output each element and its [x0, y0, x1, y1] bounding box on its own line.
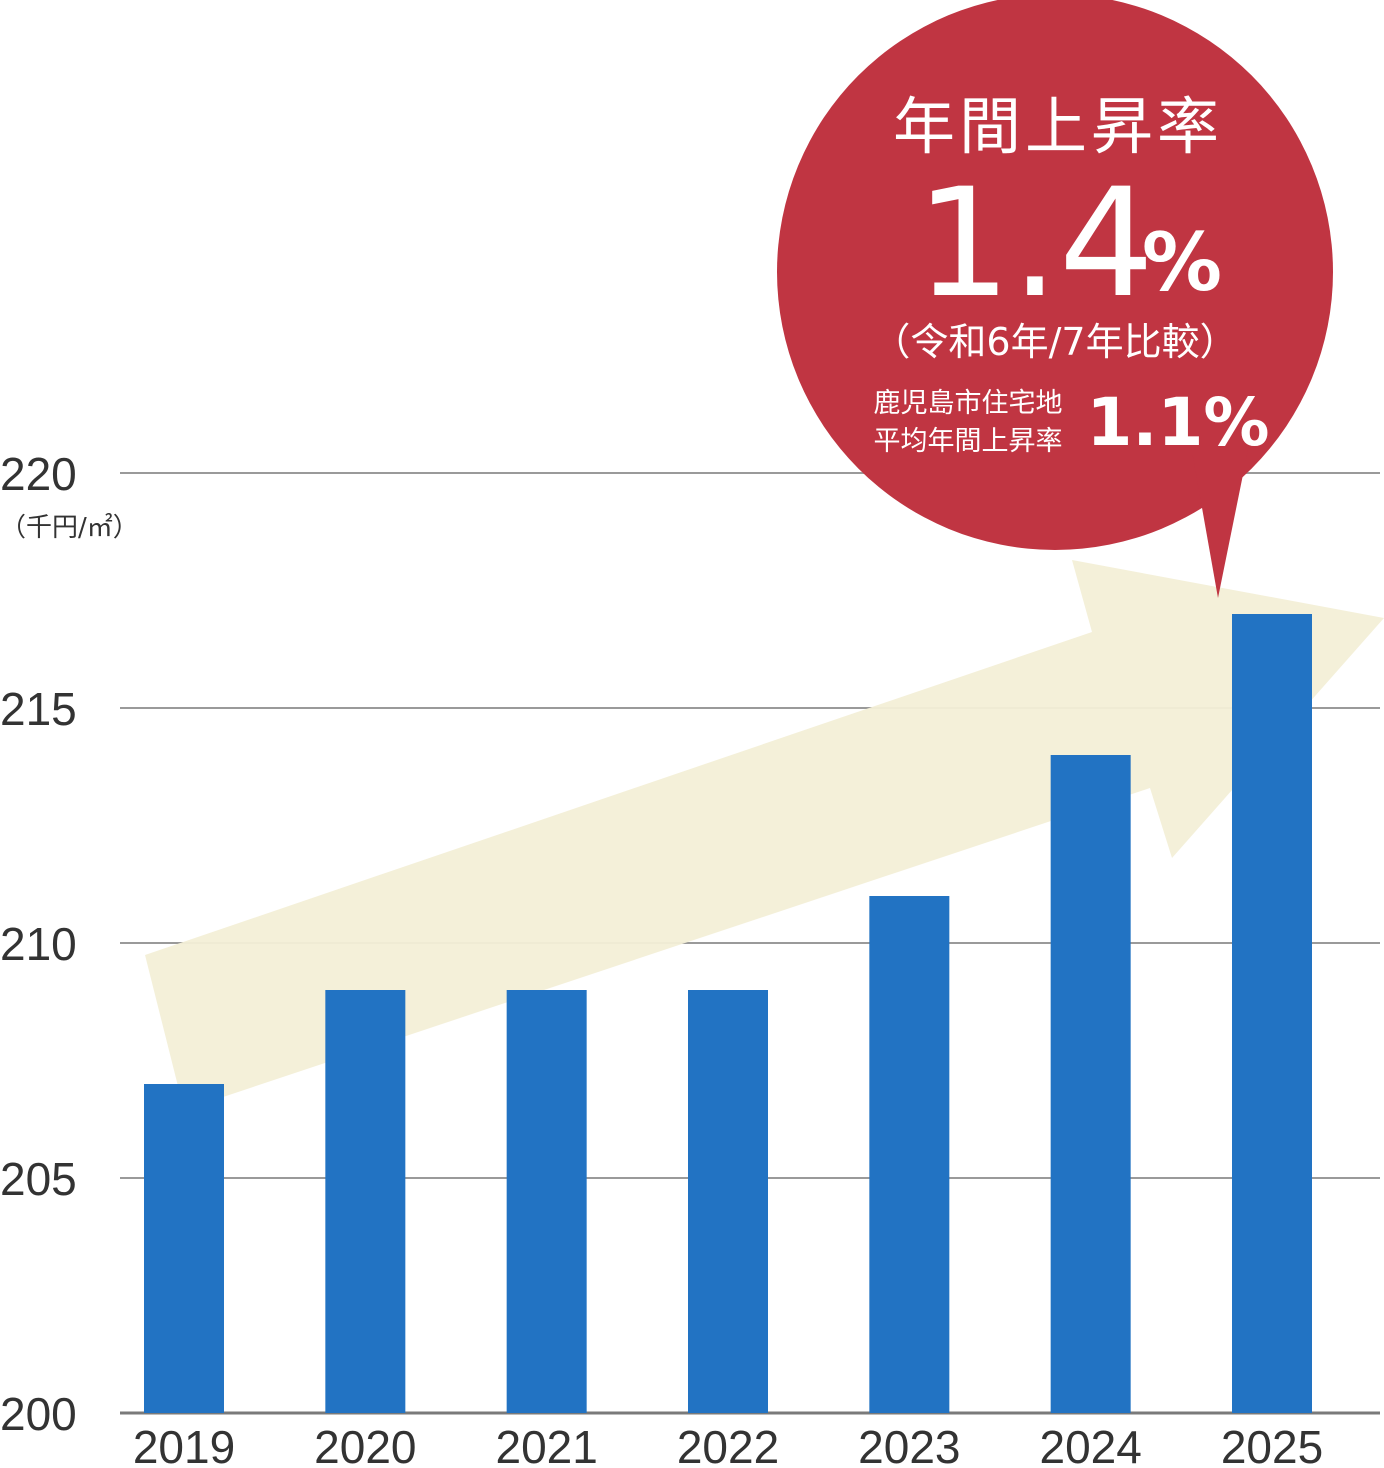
bar-2023 [869, 896, 950, 1413]
callout-rate-unit: % [1142, 216, 1222, 309]
callout-title: 年間上昇率 [893, 90, 1223, 163]
x-tick-label: 2022 [677, 1421, 779, 1468]
callout-bubble: 年間上昇率 1.4 % （令和6年/7年比較） 鹿児島市住宅地 平均年間上昇率 … [777, 0, 1333, 598]
bars [144, 614, 1312, 1413]
y-tick-label: 200 [0, 1388, 77, 1440]
callout-circle [777, 0, 1333, 550]
x-tick-label: 2025 [1221, 1421, 1323, 1468]
callout-city-rate: 1.1% [1086, 384, 1269, 461]
y-tick-label: 205 [0, 1153, 77, 1205]
y-axis-unit: （千円/㎡） [0, 513, 139, 543]
callout-rate: 1.4 [916, 157, 1155, 331]
x-tick-label: 2019 [133, 1421, 235, 1468]
x-tick-label: 2020 [314, 1421, 416, 1468]
bar-2020 [325, 990, 406, 1413]
bar-2024 [1050, 755, 1131, 1413]
callout-pointer [1190, 440, 1250, 598]
y-tick-label: 215 [0, 683, 77, 735]
callout-city-label-line1: 鹿児島市住宅地 [874, 388, 1063, 419]
bar-2019 [144, 1084, 224, 1413]
bar-2025 [1232, 614, 1312, 1413]
upward-trend-arrow [145, 560, 1384, 1110]
bar-2021 [506, 990, 587, 1413]
callout-comparison: （令和6年/7年比較） [872, 320, 1237, 364]
x-tick-label: 2021 [495, 1421, 597, 1468]
y-tick-label: 220 [0, 448, 77, 500]
y-axis-ticks: 200 205 210 215 220 [0, 448, 77, 1440]
bar-2022 [688, 990, 768, 1413]
x-axis-ticks: 2019 2020 2021 2022 2023 2024 2025 [133, 1421, 1323, 1468]
x-tick-label: 2023 [858, 1421, 960, 1468]
x-tick-label: 2024 [1039, 1421, 1141, 1468]
y-tick-label: 210 [0, 918, 77, 970]
callout-city-label-line2: 平均年間上昇率 [874, 426, 1063, 457]
